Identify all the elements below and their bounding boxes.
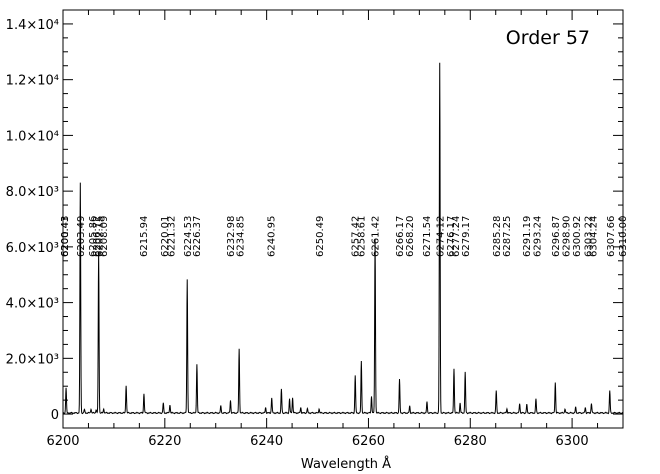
spectral-line-label: 6261.42 <box>371 216 382 257</box>
y-tick-label: 2.0×10³ <box>6 352 59 367</box>
spectral-line-label: 6298.90 <box>561 216 572 257</box>
spectral-line-label: 6206.72 <box>92 216 103 257</box>
x-tick-label: 6300 <box>556 434 589 449</box>
spectral-line-label: 6310.00 <box>618 216 629 257</box>
spectral-line-label: 6215.94 <box>139 216 150 257</box>
y-tick-label: 1.4×10⁴ <box>6 18 59 33</box>
y-tick-label: 1.0×10⁴ <box>6 129 59 144</box>
y-tick-labels: 0 2.0×10³ 4.0×10³ 6.0×10³ 8.0×10³ 1.0×10⁴ 1.2×… <box>6 18 59 423</box>
spectral-line-label: 6203.49 <box>76 216 87 257</box>
spectral-line-label: 6268.20 <box>405 216 416 257</box>
y-tick-label: 4.0×10³ <box>6 297 59 312</box>
spectral-line-label: 6296.87 <box>551 216 562 257</box>
x-tick-label: 6220 <box>148 434 181 449</box>
x-tick-label: 6200 <box>46 434 79 449</box>
x-tick-label: 6280 <box>454 434 487 449</box>
spectral-line-label: 6257.42 <box>350 216 361 257</box>
y-tick-label: 1.2×10⁴ <box>6 74 59 89</box>
x-axis-title: Wavelength Å <box>301 456 391 472</box>
y-tick-label: 6.0×10³ <box>6 241 59 256</box>
spectral-line-label: 6274.12 <box>435 216 446 257</box>
spectral-line-label: 6226.37 <box>192 216 203 257</box>
y-tick-label: 0 <box>51 408 59 423</box>
x-tick-labels: 6200 6220 6240 6260 6280 6300 <box>46 434 588 449</box>
spectral-line-label: 6232.98 <box>226 216 237 257</box>
spectral-line-label: 6200.43 <box>60 216 71 257</box>
spectral-line-label: 6207.15 <box>94 216 105 257</box>
spectral-line-label: 6208.09 <box>99 216 110 257</box>
order-title: Order 57 <box>506 27 590 49</box>
spectral-line-label: 6293.24 <box>533 216 544 257</box>
spectral-line-label: 6279.17 <box>461 216 472 257</box>
spectral-line-label: 6291.19 <box>522 216 533 257</box>
x-tick-label: 6240 <box>250 434 283 449</box>
x-tick-label: 6260 <box>352 434 385 449</box>
spectral-line-label: 6304.24 <box>589 216 600 257</box>
spectral-line-label: 6220.01 <box>160 216 171 257</box>
spectral-line-label: 6285.28 <box>492 216 503 257</box>
y-tick-label: 8.0×10³ <box>6 185 59 200</box>
spectral-line-label: 6250.49 <box>315 216 326 257</box>
spectral-line-label: 6300.92 <box>572 216 583 257</box>
spectral-line-label: 6277.24 <box>451 216 462 257</box>
spectral-line-label: 6276.17 <box>446 216 457 257</box>
spectral-line-label: 6205.86 <box>88 216 99 257</box>
spectral-line-label: 6240.95 <box>266 216 277 257</box>
spectral-line-label: 6271.54 <box>422 216 433 257</box>
spectral-line-label: 6303.22 <box>583 216 594 257</box>
spectrum-series-line <box>62 62 624 415</box>
spectral-line-label: 6221.32 <box>167 216 178 257</box>
spectral-line-label: 6258.61 <box>356 216 367 257</box>
spectral-line-label: 6224.53 <box>183 216 194 257</box>
spectral-line-label: 6200.43 <box>60 216 71 257</box>
spectral-line-label: 6234.85 <box>235 216 246 257</box>
spectral-line-label: 6266.17 <box>395 216 406 257</box>
axis-ticks <box>62 10 624 428</box>
spectral-line-label: 6307.66 <box>606 216 617 257</box>
spectral-line-label: 6287.25 <box>502 216 513 257</box>
